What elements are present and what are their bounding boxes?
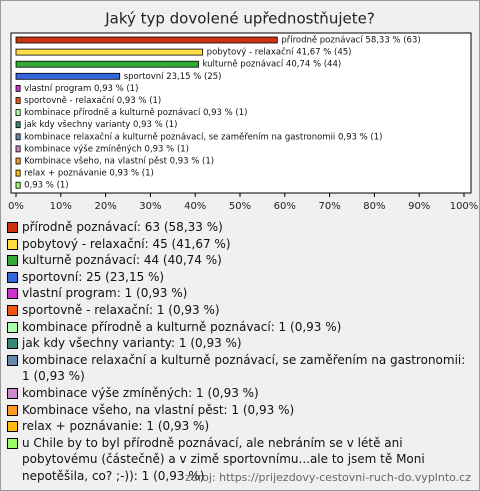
legend-item: Kombinace všeho, na vlastní pěst: 1 (0,9… xyxy=(7,402,471,419)
value-label: jak kdy všechny varianty 0,93 % (1) xyxy=(23,119,177,130)
x-tick-label: 90% xyxy=(408,201,430,212)
bar xyxy=(15,145,21,153)
chart: Jaký typ dovolené upřednostňujete? 0% 10%… xyxy=(8,10,479,213)
legend-swatch xyxy=(7,437,18,449)
legend-item: jak kdy všechny varianty: 1 (0,93 %) xyxy=(7,335,471,352)
legend-swatch xyxy=(7,271,18,283)
value-label: 0,93 % (1) xyxy=(24,181,68,191)
bar xyxy=(15,169,21,177)
x-tick-label: 40% xyxy=(184,201,206,212)
legend-label: Kombinace všeho, na vlastní pěst: 1 (0,9… xyxy=(22,402,295,417)
legend-swatch xyxy=(7,321,18,333)
legend-label: jak kdy všechny varianty: 1 (0,93 %) xyxy=(22,336,242,351)
bar xyxy=(15,85,21,92)
legend-swatch xyxy=(7,255,18,267)
legend-item: sportovně - relaxační: 1 (0,93 %) xyxy=(7,302,471,319)
legend-swatch xyxy=(7,288,18,300)
legend-label: kombinace relaxační a kulturně poznávací… xyxy=(22,352,466,384)
value-label: kombinace přírodně a kulturně poznávací … xyxy=(24,108,247,118)
bar xyxy=(15,72,121,80)
legend-swatch xyxy=(7,338,18,350)
value-label: kombinace výše zmíněných 0,93 % (1) xyxy=(24,143,189,154)
bar xyxy=(15,121,21,129)
x-tick-label: 60% xyxy=(274,201,296,212)
bar xyxy=(15,60,199,68)
legend-item: kombinace výše zmíněných: 1 (0,93 %) xyxy=(7,385,471,402)
legend-label: u Chile by to byl přírodně poznávací, al… xyxy=(22,435,425,483)
value-label: přírodně poznávací 58,33 % (63) xyxy=(281,36,420,46)
legend-item: přírodně poznávací: 63 (58,33 %) xyxy=(7,219,471,236)
legend-item: kulturně poznávací: 44 (40,74 %) xyxy=(7,252,471,269)
legend-item: sportovní: 25 (23,15 %) xyxy=(7,269,471,286)
bar xyxy=(15,97,21,104)
x-tick-label: 20% xyxy=(94,201,116,212)
value-label: Kombinace všeho, na vlastní pěst 0,93 % … xyxy=(24,156,214,167)
chart-title: Jaký typ dovolené upřednostňujete? xyxy=(104,10,375,28)
legend-swatch xyxy=(7,421,18,433)
legend-label: kulturně poznávací: 44 (40,74 %) xyxy=(22,253,222,268)
bar xyxy=(15,109,21,116)
x-tick-label: 70% xyxy=(318,201,340,212)
legend-label: sportovně - relaxační: 1 (0,93 %) xyxy=(22,302,220,317)
bar xyxy=(15,181,21,189)
legend-swatch xyxy=(7,354,18,366)
value-label: sportovní 23,15 % (25) xyxy=(124,72,222,82)
legend-item: kombinace relaxační a kulturně poznávací… xyxy=(7,352,471,385)
legend-label: kombinace výše zmíněných: 1 (0,93 %) xyxy=(22,385,259,400)
x-tick-label: 50% xyxy=(229,201,251,212)
bar xyxy=(15,133,21,141)
legend-item: relax + poznávanie: 1 (0,93 %) xyxy=(7,418,471,435)
value-label: kombinace relaxační a kulturně poznávací… xyxy=(24,131,382,142)
legend-swatch xyxy=(7,387,18,399)
value-label: sportovně - relaxační 0,93 % (1) xyxy=(24,95,161,106)
legend-label: relax + poznávanie: 1 (0,93 %) xyxy=(22,419,210,434)
legend-item: pobytový - relaxační: 45 (41,67 %) xyxy=(7,236,471,253)
legend-swatch xyxy=(7,404,18,416)
x-tick-label: 100% xyxy=(450,201,479,212)
x-tick-label: 80% xyxy=(363,201,385,212)
legend-label: přírodně poznávací: 63 (58,33 %) xyxy=(22,220,223,234)
bar xyxy=(15,36,278,44)
value-label: pobytový - relaxační 41,67 % (45) xyxy=(207,47,352,58)
bar xyxy=(15,157,21,165)
legend-label: kombinace přírodně a kulturně poznávací:… xyxy=(22,319,342,334)
legend-item: u Chile by to byl přírodně poznávací, al… xyxy=(7,435,471,485)
legend-swatch xyxy=(7,304,18,316)
x-tick-label: 0% xyxy=(8,201,24,212)
legend-label: vlastní program: 1 (0,93 %) xyxy=(22,286,188,301)
legend: přírodně poznávací: 63 (58,33 %) pobytový… xyxy=(7,219,471,485)
value-label: vlastní program 0,93 % (1) xyxy=(24,84,138,94)
legend-swatch xyxy=(7,238,18,250)
plot-area xyxy=(10,32,472,194)
x-tick-label: 10% xyxy=(50,201,72,212)
x-tick-label: 30% xyxy=(139,201,161,212)
legend-item: vlastní program: 1 (0,93 %) xyxy=(7,285,471,302)
bar xyxy=(15,48,204,56)
legend-item: kombinace přírodně a kulturně poznávací:… xyxy=(7,319,471,336)
legend-swatch xyxy=(7,222,18,233)
legend-label: pobytový - relaxační: 45 (41,67 %) xyxy=(22,236,231,251)
value-label: kulturně poznávací 40,74 % (44) xyxy=(203,60,342,70)
value-label: relax + poznávanie 0,93 % (1) xyxy=(24,169,154,179)
legend-label: sportovní: 25 (23,15 %) xyxy=(22,269,165,284)
source: zdroj: https://prijezdovy-cestovni-ruch-… xyxy=(185,471,471,484)
